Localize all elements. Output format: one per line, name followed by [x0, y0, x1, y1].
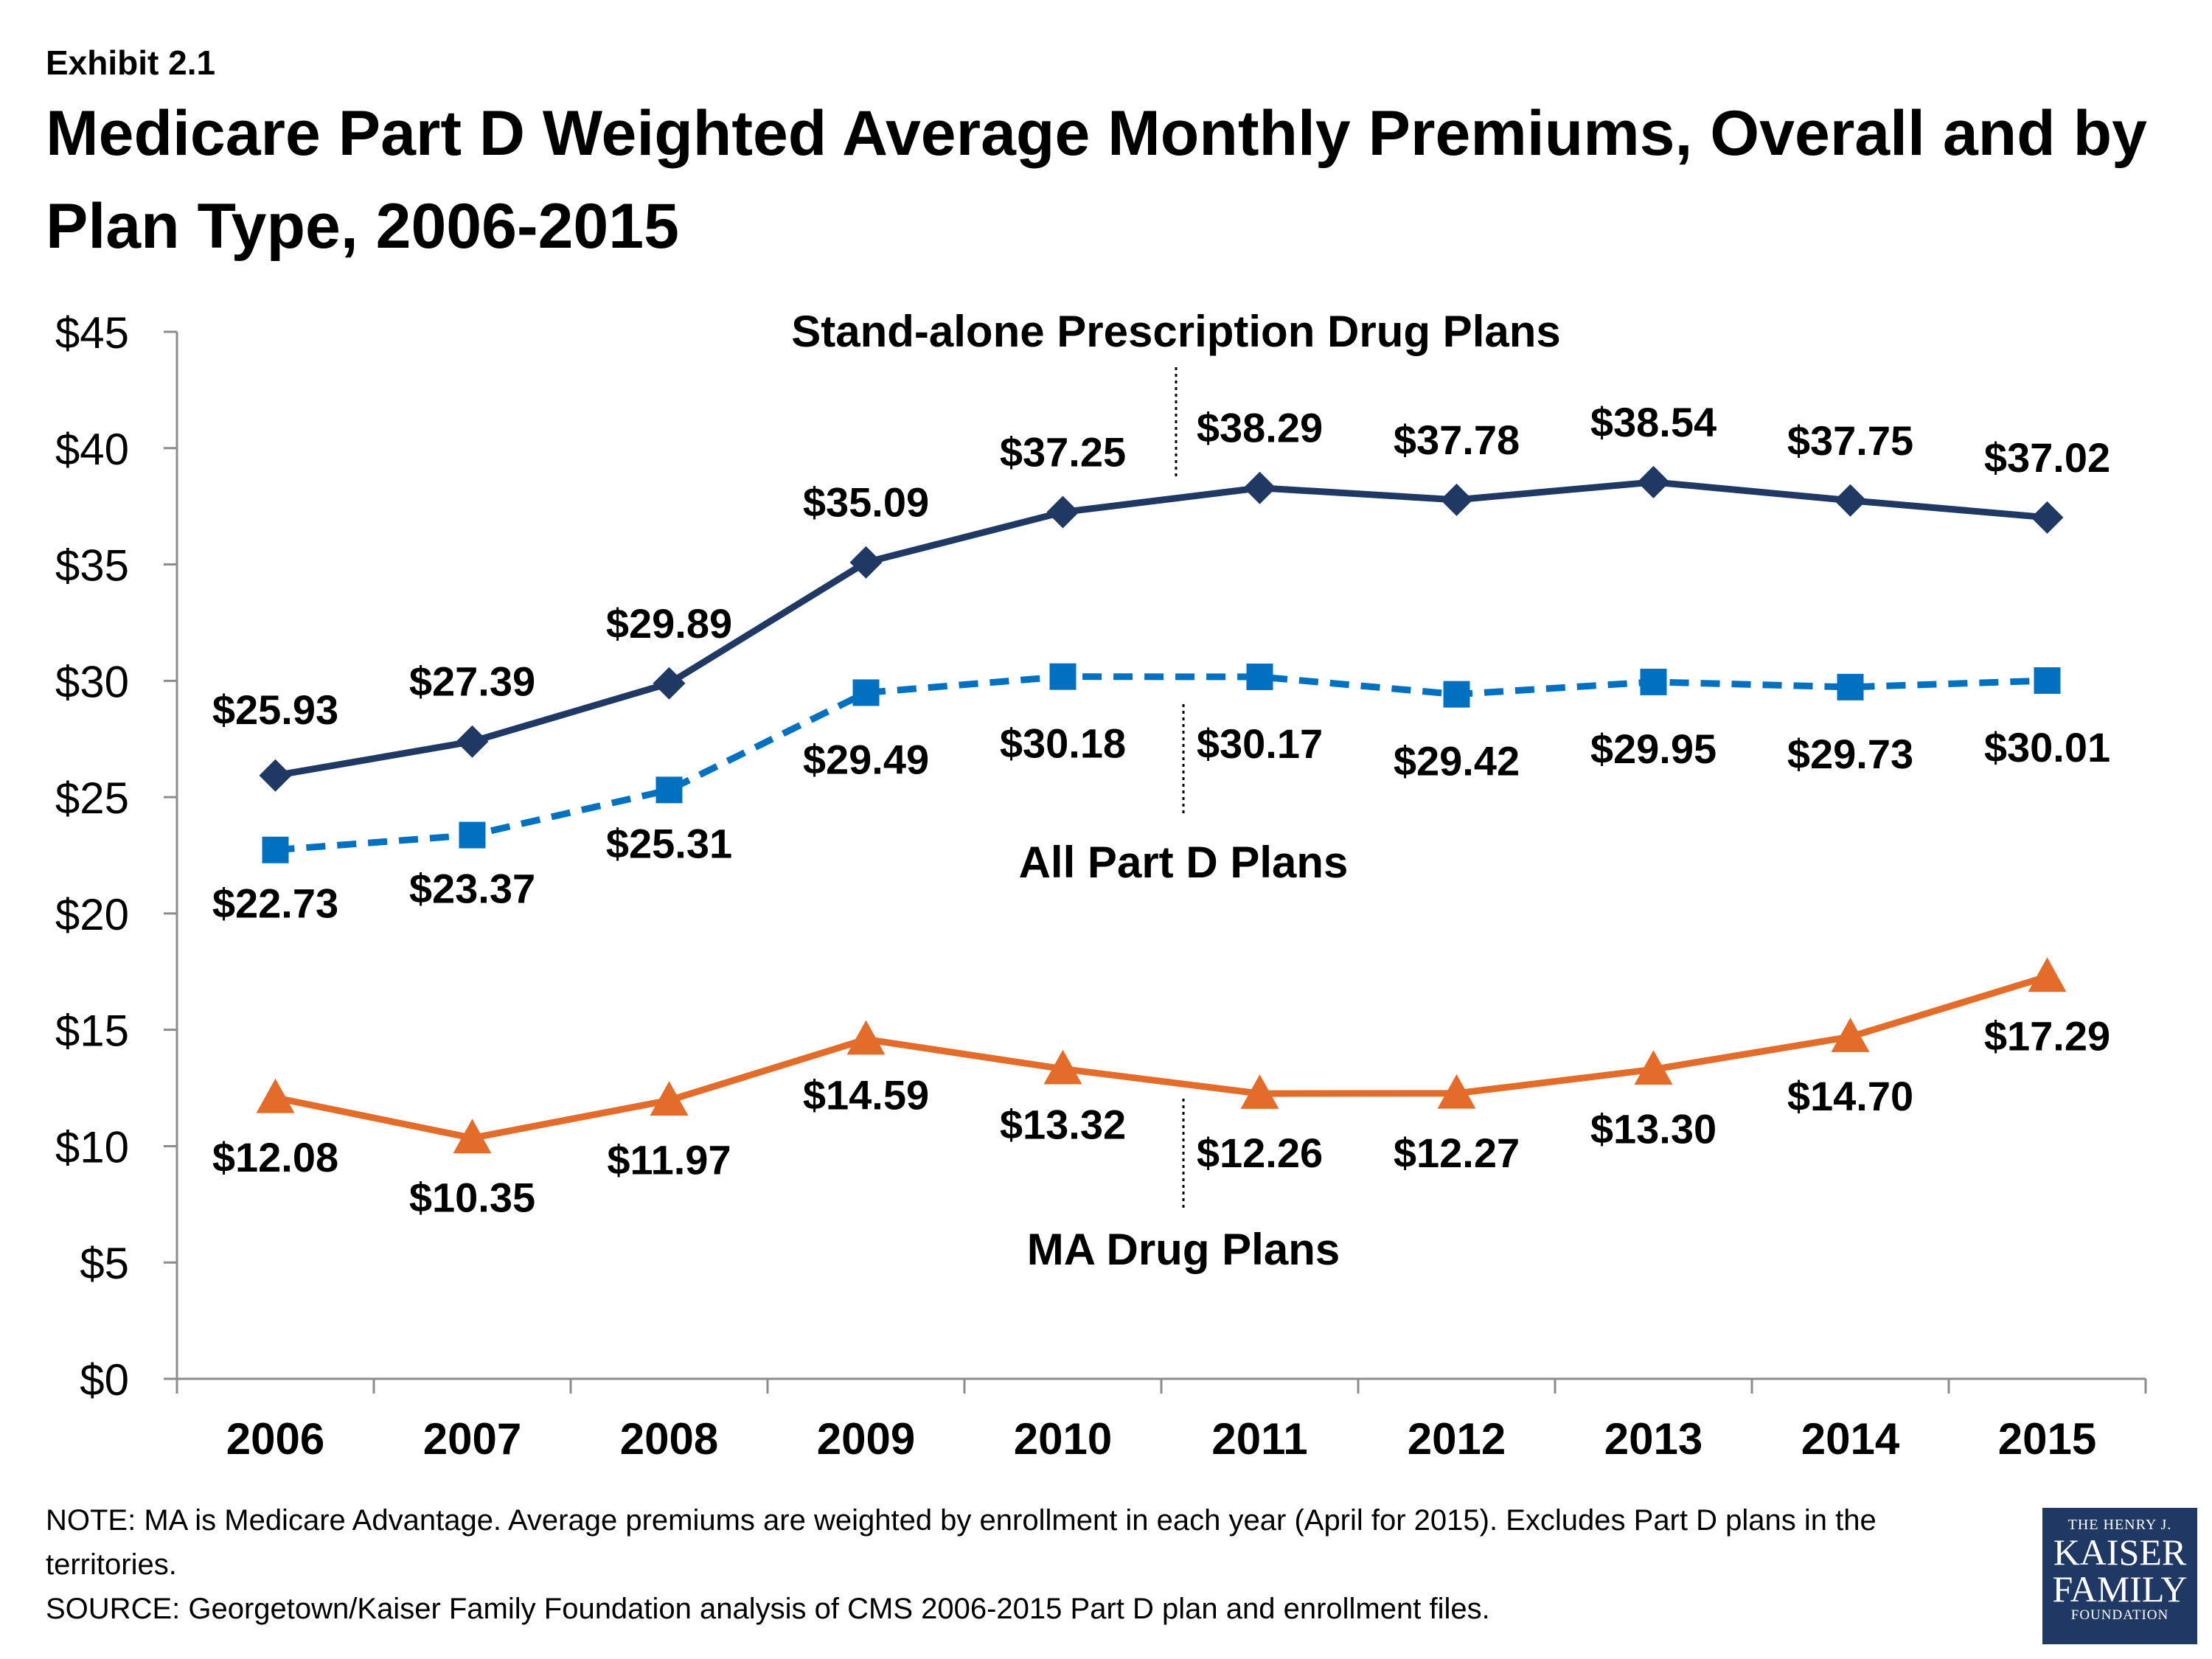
- kff-logo: THE HENRY J. KAISER FAMILY FOUNDATION: [2042, 1508, 2197, 1644]
- data-label: $29.49: [803, 736, 929, 782]
- series-label: All Part D Plans: [1019, 838, 1349, 887]
- data-label: $29.89: [606, 600, 732, 647]
- data-label: $22.73: [212, 880, 338, 927]
- x-tick-label: 2013: [1604, 1414, 1703, 1464]
- line-chart: $0 $5 $10 $15 $20 $25 $30 $35 $40 $45 2006 2007 2008…: [55, 307, 2147, 1464]
- x-tick-label: 2015: [1998, 1414, 2096, 1464]
- y-tick-label: $5: [80, 1239, 129, 1288]
- data-point-triangle: [1437, 1074, 1476, 1109]
- data-point-square: [1443, 681, 1470, 708]
- data-point-square: [262, 836, 289, 863]
- data-point-diamond: [1440, 483, 1473, 516]
- y-tick-label: $10: [55, 1122, 129, 1172]
- data-point-triangle: [1831, 1018, 1870, 1052]
- data-point-square: [1049, 663, 1077, 690]
- data-label: $38.54: [1590, 399, 1717, 445]
- data-point-triangle: [256, 1078, 295, 1113]
- x-tick-label: 2009: [817, 1414, 915, 1464]
- data-label: $17.29: [1984, 1012, 2110, 1059]
- data-point-diamond: [1637, 465, 1670, 498]
- x-tick-label: 2012: [1408, 1414, 1506, 1464]
- data-label: $37.02: [1984, 434, 2110, 481]
- data-point-diamond: [1046, 495, 1079, 529]
- series-line: [274, 479, 2048, 779]
- data-point-diamond: [1834, 484, 1867, 517]
- data-label: $35.09: [803, 479, 929, 526]
- x-tick-label: 2007: [423, 1414, 521, 1464]
- y-tick-label: $40: [55, 425, 129, 474]
- data-label: $14.59: [803, 1072, 929, 1119]
- data-point-diamond: [456, 725, 489, 758]
- x-tick-label: 2008: [620, 1414, 718, 1464]
- data-point-diamond: [2031, 501, 2064, 534]
- data-point-diamond: [849, 546, 883, 579]
- data-label: $37.25: [1000, 429, 1126, 476]
- data-label: $29.42: [1394, 738, 1520, 785]
- data-label: $25.93: [212, 686, 338, 733]
- y-tick-label: $0: [80, 1355, 129, 1405]
- y-tick-label: $15: [55, 1006, 129, 1056]
- series-line: [275, 673, 2048, 854]
- logo-line-4: FOUNDATION: [2070, 1607, 2169, 1623]
- data-label: $25.31: [606, 820, 732, 866]
- data-point-triangle: [2028, 957, 2067, 992]
- exhibit-label: Exhibit 2.1: [46, 44, 216, 82]
- footer-note: NOTE: MA is Medicare Advantage. Average …: [46, 1504, 1877, 1581]
- x-tick-label: 2011: [1211, 1414, 1307, 1464]
- data-label: $23.37: [409, 866, 535, 912]
- data-point-square: [2034, 667, 2061, 695]
- footer-source: SOURCE: Georgetown/Kaiser Family Foundat…: [46, 1593, 1490, 1625]
- data-point-square: [1246, 663, 1273, 690]
- data-label: $13.30: [1590, 1105, 1717, 1152]
- series-label: Stand-alone Prescription Drug Plans: [791, 307, 1561, 356]
- data-point-triangle: [846, 1020, 886, 1055]
- y-tick-label: $35: [55, 541, 129, 591]
- logo-line-2: KAISER: [2053, 1531, 2187, 1573]
- x-tick-label: 2014: [1801, 1414, 1900, 1464]
- logo-line-3: FAMILY: [2052, 1568, 2188, 1610]
- data-label: $14.70: [1787, 1073, 1913, 1119]
- footer: NOTE: MA is Medicare Advantage. Average …: [46, 1498, 2007, 1631]
- data-point-triangle: [1634, 1050, 1673, 1085]
- data-point-diamond: [653, 667, 686, 700]
- data-label: $37.78: [1394, 417, 1520, 463]
- data-label: $37.75: [1787, 417, 1913, 464]
- data-label: $11.97: [607, 1136, 731, 1183]
- chart-title: Medicare Part D Weighted Average Monthly…: [46, 98, 2147, 262]
- data-label: $30.18: [1000, 720, 1126, 767]
- y-tick-label: $45: [55, 308, 129, 358]
- data-label: $12.27: [1394, 1130, 1520, 1176]
- data-point-triangle: [1043, 1049, 1082, 1085]
- data-label: $12.26: [1197, 1130, 1323, 1176]
- data-point-square: [1640, 668, 1667, 695]
- data-label: $13.32: [1000, 1102, 1126, 1148]
- data-point-diamond: [259, 759, 292, 792]
- y-tick-label: $30: [55, 657, 129, 706]
- data-point-triangle: [1240, 1074, 1279, 1109]
- data-label: $30.01: [1984, 724, 2110, 771]
- data-label: $30.17: [1197, 720, 1323, 767]
- data-label: $29.73: [1787, 731, 1913, 777]
- series-line: [274, 973, 2048, 1141]
- data-point-square: [852, 679, 880, 706]
- data-point-diamond: [1243, 471, 1276, 504]
- data-label: $29.95: [1590, 726, 1717, 772]
- data-label: $27.39: [409, 658, 535, 705]
- series-label: MA Drug Plans: [1027, 1225, 1340, 1274]
- y-tick-label: $25: [55, 773, 129, 823]
- data-label: $38.29: [1197, 405, 1323, 451]
- data-label: $10.35: [409, 1174, 535, 1220]
- data-point-square: [655, 776, 683, 804]
- data-label: $12.08: [212, 1134, 338, 1180]
- data-point-square: [1837, 673, 1864, 700]
- logo-line-1: THE HENRY J.: [2067, 1517, 2172, 1533]
- x-tick-label: 2006: [226, 1414, 324, 1464]
- x-tick-label: 2010: [1014, 1414, 1112, 1464]
- data-point-triangle: [650, 1081, 689, 1116]
- y-tick-label: $20: [55, 890, 129, 939]
- data-point-square: [459, 821, 486, 849]
- data-point-triangle: [453, 1119, 492, 1154]
